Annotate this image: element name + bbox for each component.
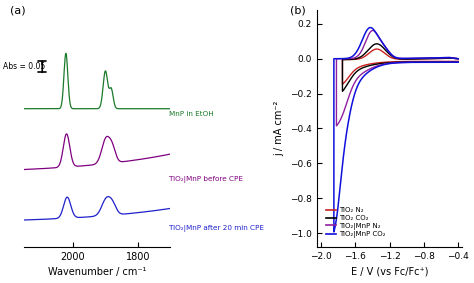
Y-axis label: j / mA cm⁻²: j / mA cm⁻² — [274, 101, 284, 156]
Text: (b): (b) — [291, 5, 306, 15]
Text: TiO₂|MnP after 20 min CPE: TiO₂|MnP after 20 min CPE — [169, 225, 264, 232]
X-axis label: Wavenumber / cm⁻¹: Wavenumber / cm⁻¹ — [48, 267, 146, 277]
Legend: TiO₂ N₂, TiO₂ CO₂, TiO₂|MnP N₂, TiO₂|MnP CO₂: TiO₂ N₂, TiO₂ CO₂, TiO₂|MnP N₂, TiO₂|MnP… — [323, 204, 388, 241]
Text: Abs = 0.05: Abs = 0.05 — [2, 62, 45, 71]
X-axis label: E / V (vs Fc/Fc⁺): E / V (vs Fc/Fc⁺) — [351, 266, 428, 276]
Text: TiO₂|MnP before CPE: TiO₂|MnP before CPE — [169, 176, 243, 183]
Text: (a): (a) — [10, 5, 26, 15]
Text: MnP in EtOH: MnP in EtOH — [169, 111, 213, 117]
